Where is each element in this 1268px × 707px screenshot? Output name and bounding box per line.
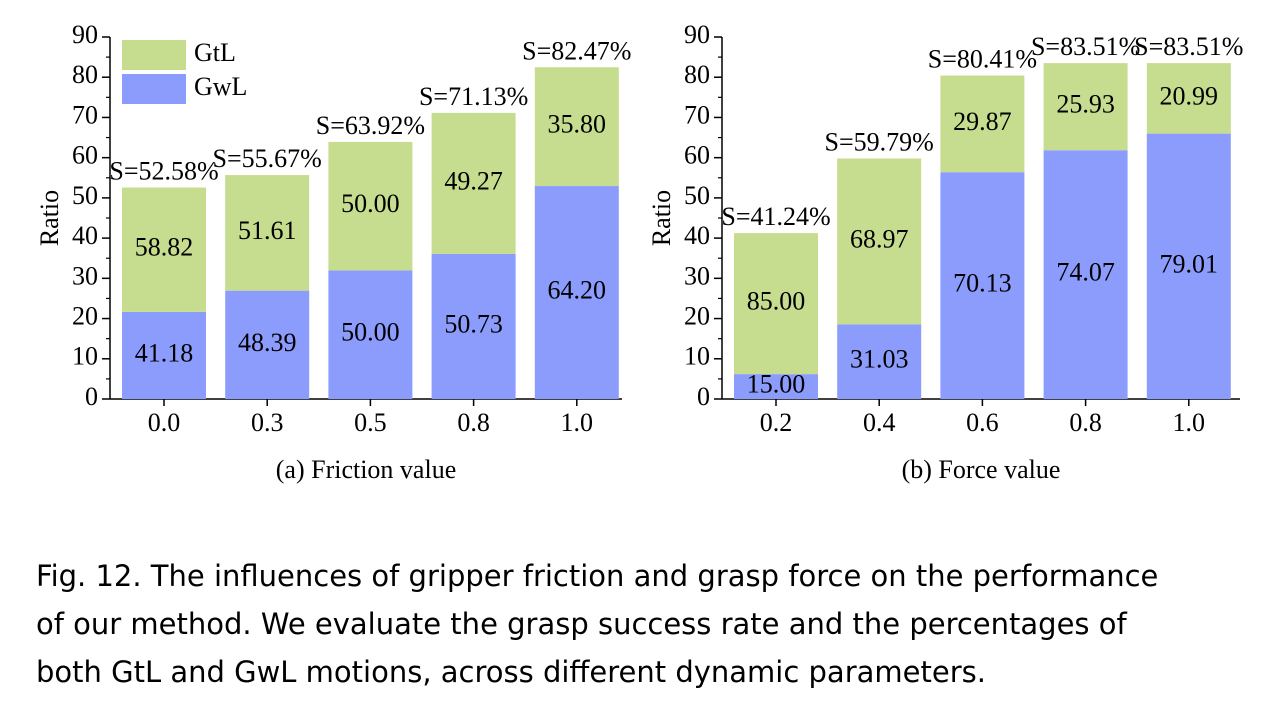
y-tick-label: 20 [72, 302, 98, 331]
segment-label: 50.00 [341, 189, 400, 218]
bar-segment [940, 75, 1025, 173]
y-tick-label: 50 [684, 181, 710, 210]
segment-label: 50.00 [341, 318, 400, 347]
total-label: S=55.67% [213, 144, 322, 173]
segment-label: 25.93 [1056, 90, 1115, 119]
x-tick-label: 0.5 [354, 408, 387, 437]
segment-label: 85.00 [747, 287, 806, 316]
bar-segment [122, 187, 206, 312]
segment-label: 68.97 [850, 224, 909, 253]
segment-label: 70.13 [953, 269, 1012, 298]
bar-segment [1043, 150, 1128, 399]
legend-swatch [122, 74, 186, 104]
bar-segment [122, 311, 206, 399]
total-label: S=83.51% [1134, 32, 1243, 61]
y-tick-label: 70 [72, 100, 98, 129]
bar-segment [1146, 133, 1231, 399]
caption-line: both GtL and GwL motions, across differe… [36, 655, 986, 689]
total-label: S=59.79% [825, 127, 934, 156]
bar-segment [534, 186, 619, 399]
x-axis-label: (b) Force value [902, 455, 1061, 484]
x-tick-label: 0.4 [863, 408, 896, 437]
bar-segment [837, 324, 922, 399]
segment-label: 51.61 [238, 216, 297, 245]
segment-label: 41.18 [135, 338, 194, 367]
x-tick-label: 0.0 [148, 408, 181, 437]
total-label: S=41.24% [721, 202, 830, 231]
legend-label: GtL [194, 38, 236, 67]
y-tick-label: 30 [72, 261, 98, 290]
legend-swatch [122, 40, 186, 70]
segment-label: 48.39 [238, 328, 297, 357]
segment-label: 29.87 [953, 107, 1012, 136]
bar-segment [534, 67, 619, 187]
x-axis-label: (a) Friction value [276, 455, 457, 484]
total-label: S=71.13% [419, 82, 528, 111]
x-tick-label: 0.6 [966, 408, 999, 437]
y-tick-label: 50 [72, 181, 98, 210]
y-tick-label: 60 [72, 141, 98, 170]
bar-segment [328, 270, 413, 399]
x-tick-label: 1.0 [561, 408, 594, 437]
x-tick-label: 0.2 [760, 408, 793, 437]
x-tick-label: 0.3 [251, 408, 284, 437]
bar-segment [837, 158, 922, 325]
bar-segment [1146, 63, 1231, 134]
y-tick-label: 80 [684, 60, 710, 89]
caption-line: of our method. We evaluate the grasp suc… [36, 607, 1127, 641]
y-tick-label: 10 [684, 342, 710, 371]
y-tick-label: 20 [684, 302, 710, 331]
bar-segment [431, 112, 516, 254]
total-label: S=82.47% [522, 36, 631, 65]
x-tick-label: 0.8 [457, 408, 490, 437]
segment-label: 31.03 [850, 345, 909, 374]
y-tick-label: 10 [72, 342, 98, 371]
y-tick-label: 90 [684, 20, 710, 49]
y-axis-label: Ratio [647, 190, 676, 246]
total-label: S=52.58% [109, 156, 218, 185]
segment-label: 74.07 [1056, 258, 1115, 287]
segment-label: 79.01 [1160, 249, 1219, 278]
bar-segment [225, 175, 310, 291]
segment-label: 20.99 [1160, 81, 1219, 110]
x-tick-label: 1.0 [1173, 408, 1206, 437]
segment-label: 49.27 [444, 166, 503, 195]
bar-segment [734, 233, 818, 375]
y-tick-label: 70 [684, 100, 710, 129]
y-tick-label: 90 [72, 20, 98, 49]
total-label: S=80.41% [928, 45, 1037, 74]
bar-segment [431, 253, 516, 399]
segment-label: 58.82 [135, 233, 194, 262]
total-label: S=63.92% [316, 111, 425, 140]
bar-segment [225, 290, 310, 399]
y-tick-label: 40 [684, 221, 710, 250]
bar-segment [940, 172, 1025, 399]
y-tick-label: 0 [85, 382, 98, 411]
y-axis-label: Ratio [35, 190, 64, 246]
y-tick-label: 40 [72, 221, 98, 250]
total-label: S=83.51% [1031, 32, 1140, 61]
bar-segment [734, 374, 818, 399]
y-tick-label: 30 [684, 261, 710, 290]
caption-line: Fig. 12. The influences of gripper frict… [36, 559, 1158, 593]
y-tick-label: 60 [684, 141, 710, 170]
segment-label: 35.80 [548, 110, 607, 139]
segment-label: 64.20 [548, 275, 607, 304]
segment-label: 50.73 [444, 309, 503, 338]
y-tick-label: 80 [72, 60, 98, 89]
x-tick-label: 0.8 [1069, 408, 1102, 437]
legend-label: GwL [194, 72, 247, 101]
bar-segment [1043, 63, 1128, 151]
y-tick-label: 0 [697, 382, 710, 411]
bar-segment [328, 141, 413, 271]
segment-label: 15.00 [747, 370, 806, 399]
